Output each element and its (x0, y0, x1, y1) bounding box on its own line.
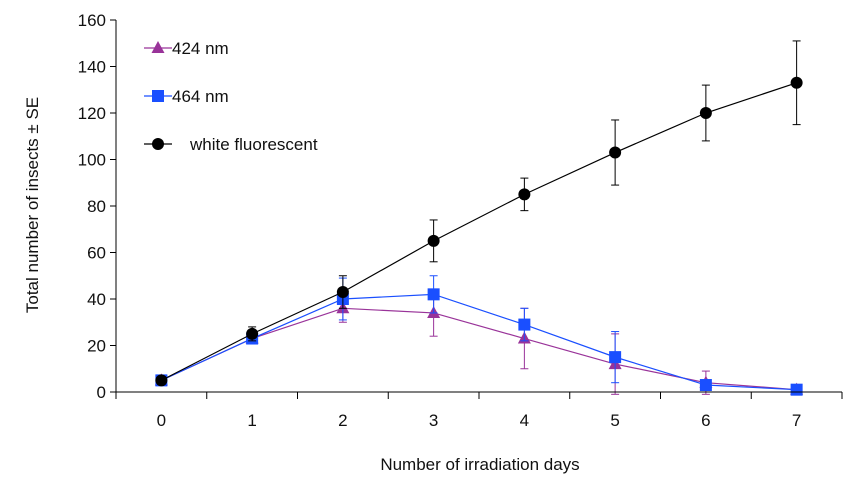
series-layer (154, 40, 804, 396)
legend-marker (152, 138, 164, 150)
legend-marker (151, 41, 165, 53)
x-tick-label: 3 (429, 411, 438, 430)
x-tick-label: 1 (247, 411, 256, 430)
series-line (161, 82, 797, 381)
y-axis-title: Total number of insects ± SE (23, 97, 42, 313)
data-point (427, 234, 440, 247)
data-point (699, 379, 712, 392)
data-point (790, 383, 803, 396)
x-tick-label: 4 (520, 411, 529, 430)
y-tick-label: 140 (78, 58, 106, 77)
legend-label: white fluorescent (189, 135, 318, 154)
legend: 424 nm 464 nm white fluorescent (144, 39, 318, 154)
data-point (155, 374, 168, 387)
legend-item: 424 nm (144, 39, 229, 58)
data-point (790, 76, 803, 89)
data-point (518, 188, 531, 201)
x-axis-ticks: 0 1 2 3 4 5 6 7 (115, 392, 843, 430)
y-tick-label: 40 (87, 290, 106, 309)
data-point (699, 107, 712, 119)
data-point (518, 318, 531, 331)
y-tick-label: 0 (97, 383, 106, 402)
legend-marker (152, 90, 164, 102)
y-tick-label: 20 (87, 337, 106, 356)
x-tick-label: 6 (701, 411, 710, 430)
data-point (427, 288, 440, 301)
data-point (246, 327, 259, 340)
data-point (609, 146, 622, 159)
legend-item: white fluorescent (144, 135, 318, 154)
x-tick-label: 0 (157, 411, 166, 430)
legend-label: 464 nm (172, 87, 229, 106)
data-point (609, 351, 622, 364)
series-circle (155, 40, 803, 387)
axes (115, 20, 842, 393)
legend-item: 464 nm (144, 87, 229, 106)
y-tick-label: 100 (78, 151, 106, 170)
x-tick-label: 5 (610, 411, 619, 430)
y-tick-label: 80 (87, 197, 106, 216)
x-axis-title: Number of irradiation days (380, 455, 579, 474)
series-line (161, 293, 797, 391)
y-tick-label: 160 (78, 11, 106, 30)
legend-label: 424 nm (172, 39, 229, 58)
x-tick-label: 7 (792, 411, 801, 430)
y-tick-label: 120 (78, 104, 106, 123)
y-axis-ticks: 0 20 40 60 80 100 120 140 160 (78, 11, 116, 402)
data-point (336, 286, 349, 299)
y-tick-label: 60 (87, 244, 106, 263)
x-tick-label: 2 (338, 411, 347, 430)
series-line (161, 307, 797, 391)
